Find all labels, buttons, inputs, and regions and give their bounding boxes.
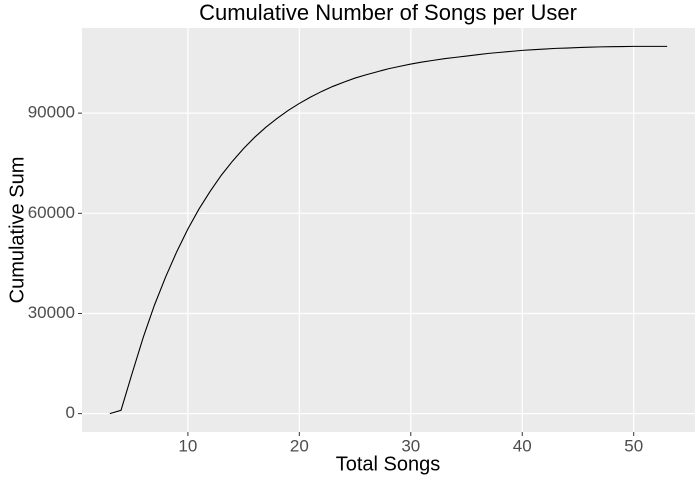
x-tick-label: 30 [401, 436, 420, 455]
x-tick-label: 10 [178, 436, 197, 455]
x-tick-label: 20 [290, 436, 309, 455]
y-tick-label: 60000 [28, 203, 75, 222]
x-tick-label: 40 [513, 436, 532, 455]
data-line [109, 45, 668, 415]
y-tick-label: 0 [66, 403, 75, 422]
y-tick-label: 90000 [28, 103, 75, 122]
chart-title: Cumulative Number of Songs per User [199, 0, 577, 25]
x-axis-label: Total Songs [336, 453, 441, 475]
y-axis-label: Cumulative Sum [6, 157, 28, 304]
panel [82, 28, 695, 432]
y-tick-label: 30000 [28, 303, 75, 322]
x-tick-label: 50 [624, 436, 643, 455]
